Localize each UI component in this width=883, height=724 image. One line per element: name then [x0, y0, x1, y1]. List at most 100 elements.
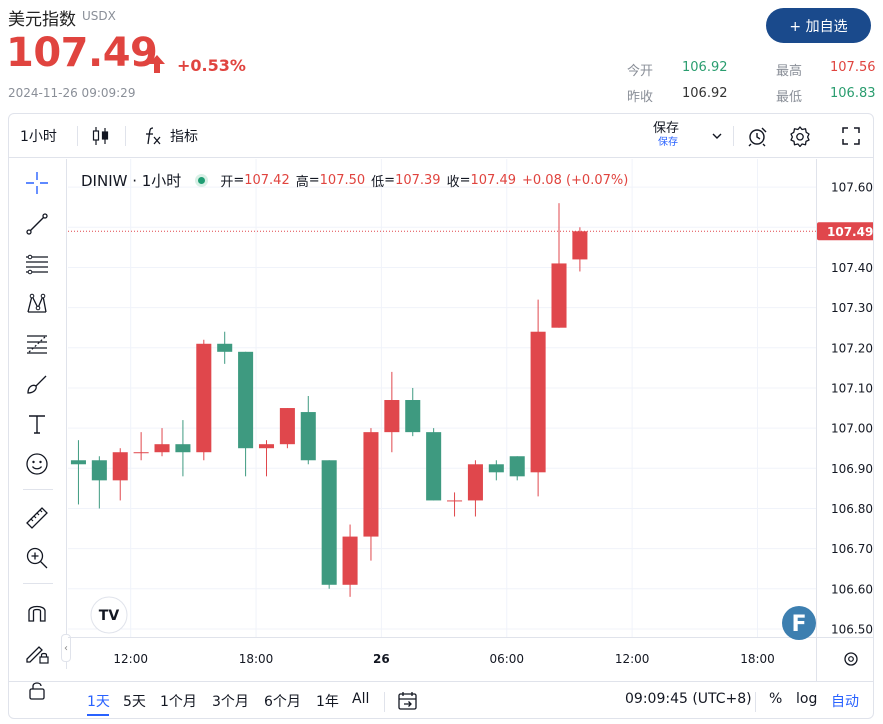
candle-body — [342, 536, 358, 585]
fullscreen-button[interactable] — [841, 114, 861, 158]
indicators-button[interactable]: 指标 — [143, 114, 198, 158]
legend-low-label: 低 — [371, 174, 385, 190]
settings-button[interactable] — [789, 114, 811, 158]
instrument-name: 美元指数 — [8, 10, 76, 30]
alert-button[interactable] — [747, 114, 769, 158]
x-tick-label: 12:00 — [113, 652, 148, 666]
zoom-in-tool[interactable] — [21, 542, 53, 574]
fx-icon — [146, 127, 161, 145]
lock-drawings-tool[interactable] — [21, 636, 53, 668]
x-tick-label: 18:00 — [239, 652, 274, 666]
y-tick-label: 107.40 — [831, 261, 873, 275]
candlestick-chart[interactable]: 107.60 107.50 107.40 107.30 107.20 107.10 107.… — [68, 159, 874, 681]
market-status-icon — [195, 173, 209, 187]
interval-label: 1小时 — [20, 129, 57, 145]
high-label: 最高 — [776, 64, 803, 79]
brush-tool[interactable] — [21, 368, 53, 400]
magnet-tool[interactable] — [21, 596, 53, 628]
candles-icon — [92, 127, 109, 145]
y-tick-label: 107.10 — [831, 381, 873, 395]
percent-scale-toggle[interactable]: % — [769, 691, 783, 707]
axis-settings-icon[interactable] — [844, 652, 858, 666]
auto-scale-toggle[interactable]: 自动 — [831, 694, 859, 710]
goto-date-button[interactable] — [397, 690, 419, 716]
candle-body — [258, 444, 275, 449]
save-button[interactable]: 保存 保存 — [653, 114, 679, 158]
y-tick-label: 107.60 — [831, 181, 873, 195]
toolbar-divider — [733, 126, 734, 146]
high-value: 107.56 — [830, 60, 876, 75]
range-6m[interactable]: 6个月 — [264, 694, 301, 710]
range-3m[interactable]: 3个月 — [212, 694, 249, 710]
trend-line-tool[interactable] — [21, 208, 53, 240]
add-watchlist-button[interactable]: + 加自选 — [766, 8, 871, 43]
interval-button[interactable]: 1小时 — [20, 114, 57, 158]
candle-body — [91, 460, 107, 481]
pattern-tool[interactable] — [21, 288, 53, 320]
text-tool[interactable] — [21, 408, 53, 440]
x-tick-label: 12:00 — [615, 652, 650, 666]
fib-tool[interactable] — [21, 328, 53, 360]
candle-body — [447, 500, 463, 502]
candle-body — [238, 351, 254, 449]
range-1d[interactable]: 1天 — [87, 694, 110, 710]
lock-tool[interactable] — [21, 674, 53, 706]
alert-icon — [748, 127, 767, 147]
range-all[interactable]: All — [352, 691, 370, 707]
log-scale-toggle[interactable]: log — [796, 691, 818, 707]
save-dropdown-button[interactable] — [711, 114, 723, 158]
text-icon — [29, 415, 45, 434]
x-tick-label: 06:00 — [489, 652, 524, 666]
f-badge — [782, 606, 816, 640]
candle-body — [363, 432, 379, 537]
instrument-code: USDX — [82, 9, 116, 23]
low-value: 106.83 — [830, 86, 876, 101]
tv-logo — [90, 596, 128, 634]
range-1y[interactable]: 1年 — [316, 694, 339, 710]
candle-body — [133, 452, 149, 454]
legend-low-value: 107.39 — [395, 172, 441, 188]
crosshair-tool[interactable] — [21, 167, 53, 199]
drawing-toolbar — [9, 159, 67, 669]
toolbar-divider — [384, 692, 385, 712]
candle-body — [530, 331, 546, 473]
candle-body — [488, 464, 504, 473]
range-5d[interactable]: 5天 — [123, 694, 146, 710]
y-tick-label: 107.00 — [831, 422, 873, 436]
magnet-icon — [28, 605, 46, 622]
open-label: 今开 — [627, 64, 654, 79]
last-price: 107.49 — [6, 30, 158, 76]
candle-body — [175, 444, 191, 453]
candle-body — [217, 343, 233, 352]
y-tick-label: 106.50 — [831, 622, 873, 636]
candle-body — [551, 263, 567, 328]
crosshair-icon — [26, 172, 48, 194]
range-1m[interactable]: 1个月 — [160, 694, 197, 710]
toolbar-divider — [23, 583, 53, 584]
legend-open-label: 开 — [220, 174, 234, 190]
active-range-indicator — [87, 714, 109, 716]
sidebar-collapse-toggle[interactable]: ‹ — [61, 634, 71, 662]
x-tick-label: 18:00 — [740, 652, 775, 666]
toolbar-divider — [125, 126, 126, 146]
y-tick-label: 106.90 — [831, 462, 873, 476]
chart-type-button[interactable] — [91, 114, 111, 158]
prev-close-label: 昨收 — [627, 90, 654, 105]
chevron-down-icon — [712, 133, 722, 139]
tv-logo-label: TV — [99, 608, 120, 624]
candle-body — [572, 231, 588, 260]
y-tick-label: 106.60 — [831, 582, 873, 596]
fullscreen-icon — [842, 127, 860, 145]
candle-body — [321, 460, 337, 585]
legend-open-value: 107.42 — [244, 172, 290, 188]
f-badge-label: F — [791, 612, 806, 637]
candle-body — [405, 400, 421, 433]
ruler-tool[interactable] — [21, 502, 53, 534]
quote-header: 美元指数 USDX 107.49 +0.53% 2024-11-26 09:09… — [0, 0, 883, 112]
horizontal-lines-icon — [26, 254, 48, 275]
toolbar-divider — [23, 489, 53, 490]
emoji-tool[interactable] — [21, 448, 53, 480]
horizontal-lines-tool[interactable] — [21, 248, 53, 280]
legend-symbol: DINIW · 1小时 — [81, 171, 182, 190]
candle-body — [384, 400, 400, 433]
